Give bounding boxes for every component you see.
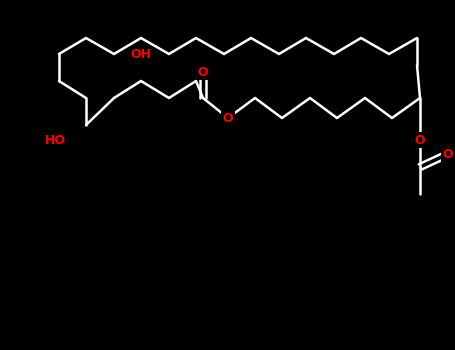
Text: O: O (443, 147, 453, 161)
Text: O: O (197, 65, 208, 78)
Text: O: O (415, 133, 425, 147)
Text: OH: OH (131, 49, 152, 62)
Text: O: O (222, 112, 233, 125)
Text: HO: HO (45, 133, 66, 147)
